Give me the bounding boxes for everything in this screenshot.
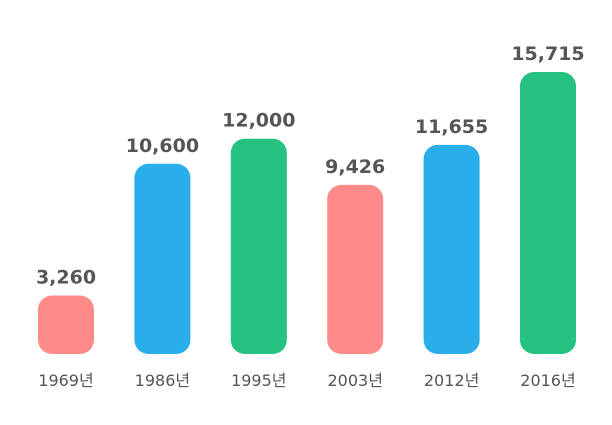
bar-1 [38,295,94,354]
x-tick-label-1: 1969년 [38,371,93,390]
bar-3 [230,138,287,354]
value-label-3: 12,000 [222,110,295,132]
x-tick-label-2: 1986년 [135,371,190,390]
x-tick-label-5: 2012년 [424,371,479,390]
x-tick-label-4: 2003년 [327,371,382,390]
value-label-2: 10,600 [126,135,199,157]
value-label-5: 11,655 [415,116,488,138]
bar-6 [520,72,576,354]
value-label-1: 3,260 [36,267,96,289]
bar-4 [327,184,384,354]
bar-2 [134,163,191,354]
bars-group [38,72,576,354]
x-tick-label-3: 1995년 [231,371,286,390]
value-labels-group: 3,260 10,600 12,000 9,426 11,655 15,715 [36,43,585,289]
value-label-6: 15,715 [511,43,584,65]
value-label-4: 9,426 [325,156,385,178]
bar-5 [423,144,480,354]
x-tick-labels-group: 1969년 1986년 1995년 2003년 2012년 2016년 [38,371,575,390]
x-tick-label-6: 2016년 [520,371,575,390]
